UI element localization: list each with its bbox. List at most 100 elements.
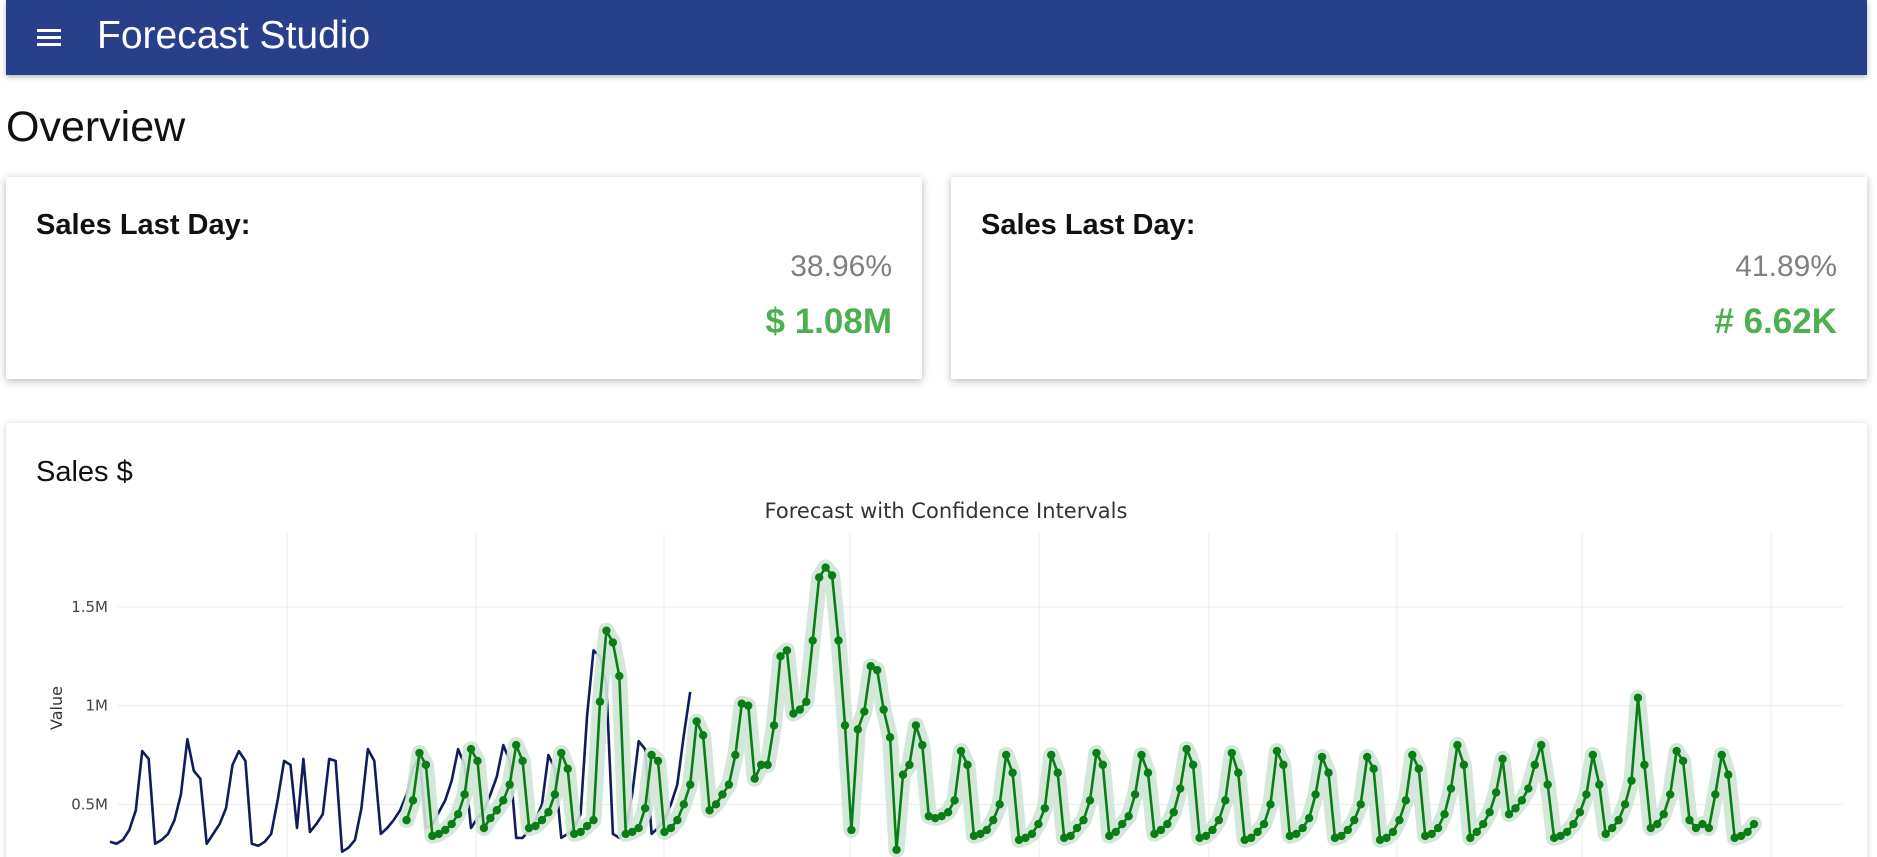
menu-button[interactable] bbox=[37, 27, 61, 47]
y-tick-label: 0.5M bbox=[71, 795, 108, 813]
point bbox=[1362, 752, 1372, 762]
point bbox=[1678, 756, 1688, 766]
point bbox=[1414, 764, 1423, 774]
point bbox=[673, 815, 682, 825]
point bbox=[550, 790, 560, 799]
point bbox=[1672, 746, 1681, 756]
point bbox=[1343, 825, 1353, 835]
point bbox=[750, 774, 759, 783]
point bbox=[814, 573, 824, 582]
point bbox=[1640, 760, 1649, 770]
point bbox=[1047, 750, 1056, 760]
point bbox=[679, 800, 688, 809]
kpi-percent: 41.89% bbox=[1735, 250, 1837, 283]
point bbox=[1214, 815, 1224, 825]
chart-card-title: Sales $ bbox=[36, 456, 133, 488]
point bbox=[1227, 748, 1236, 758]
point bbox=[1072, 823, 1082, 833]
point bbox=[989, 815, 998, 825]
point bbox=[1246, 833, 1256, 843]
point bbox=[1395, 815, 1404, 825]
point bbox=[705, 806, 714, 815]
point bbox=[1259, 819, 1269, 829]
point bbox=[428, 831, 437, 841]
point bbox=[1105, 831, 1114, 841]
point bbox=[982, 825, 991, 835]
page-heading: Overview bbox=[6, 103, 186, 151]
point bbox=[1150, 829, 1159, 839]
kpi-percent: 38.96% bbox=[790, 250, 892, 283]
point bbox=[1472, 827, 1481, 837]
point bbox=[615, 671, 624, 681]
point bbox=[711, 800, 721, 809]
point bbox=[789, 709, 798, 718]
point bbox=[776, 652, 785, 661]
point bbox=[608, 638, 618, 647]
point bbox=[1730, 833, 1739, 843]
point bbox=[879, 705, 888, 714]
point bbox=[1711, 790, 1720, 799]
point bbox=[460, 790, 469, 799]
point bbox=[1401, 796, 1411, 805]
point bbox=[634, 823, 643, 833]
point bbox=[595, 697, 605, 706]
point bbox=[1421, 831, 1430, 841]
point bbox=[744, 701, 753, 710]
point bbox=[576, 827, 585, 837]
kpi-label: Sales Last Day: bbox=[981, 209, 1196, 241]
point bbox=[1704, 823, 1714, 833]
point bbox=[943, 808, 953, 817]
point bbox=[1014, 835, 1024, 845]
point bbox=[415, 748, 424, 758]
point bbox=[737, 699, 747, 708]
point bbox=[1169, 808, 1178, 817]
series-line bbox=[109, 649, 692, 853]
point bbox=[1253, 827, 1262, 837]
point bbox=[1459, 760, 1469, 770]
y-axis-title: Value bbox=[47, 686, 66, 730]
point bbox=[950, 796, 959, 805]
point bbox=[640, 804, 650, 813]
point bbox=[1266, 800, 1275, 809]
point bbox=[1008, 768, 1017, 777]
point bbox=[544, 808, 553, 817]
point bbox=[1724, 770, 1733, 779]
point bbox=[1240, 835, 1249, 845]
point bbox=[1279, 760, 1288, 770]
point bbox=[402, 815, 411, 825]
point bbox=[795, 705, 805, 714]
point bbox=[1079, 815, 1088, 825]
point bbox=[885, 733, 895, 742]
point bbox=[647, 750, 656, 760]
point bbox=[1479, 819, 1488, 829]
point bbox=[479, 823, 489, 833]
point bbox=[1085, 796, 1095, 805]
point bbox=[692, 717, 701, 726]
point bbox=[1614, 815, 1623, 825]
point bbox=[505, 780, 514, 789]
point bbox=[937, 811, 946, 821]
point bbox=[1485, 808, 1494, 817]
point bbox=[1356, 800, 1365, 809]
point bbox=[834, 636, 843, 645]
point bbox=[569, 829, 579, 839]
kpi-label: Sales Last Day: bbox=[36, 209, 251, 241]
point bbox=[1427, 829, 1436, 839]
point bbox=[892, 845, 901, 854]
point bbox=[1143, 768, 1153, 777]
point bbox=[931, 813, 940, 823]
kpi-card: Sales Last Day: 41.89% # 6.62K bbox=[951, 177, 1867, 379]
point bbox=[763, 760, 772, 770]
point bbox=[808, 636, 817, 645]
point bbox=[1130, 790, 1140, 799]
kpi-card: Sales Last Day: 38.96% $ 1.08M bbox=[6, 177, 922, 379]
point bbox=[1324, 768, 1333, 777]
point bbox=[782, 646, 792, 655]
chart-title: Forecast with Confidence Intervals bbox=[765, 499, 1128, 523]
point bbox=[976, 829, 985, 839]
point bbox=[1433, 823, 1443, 833]
point bbox=[628, 827, 637, 837]
point bbox=[1556, 831, 1565, 841]
point bbox=[653, 756, 663, 766]
point bbox=[1201, 831, 1211, 841]
